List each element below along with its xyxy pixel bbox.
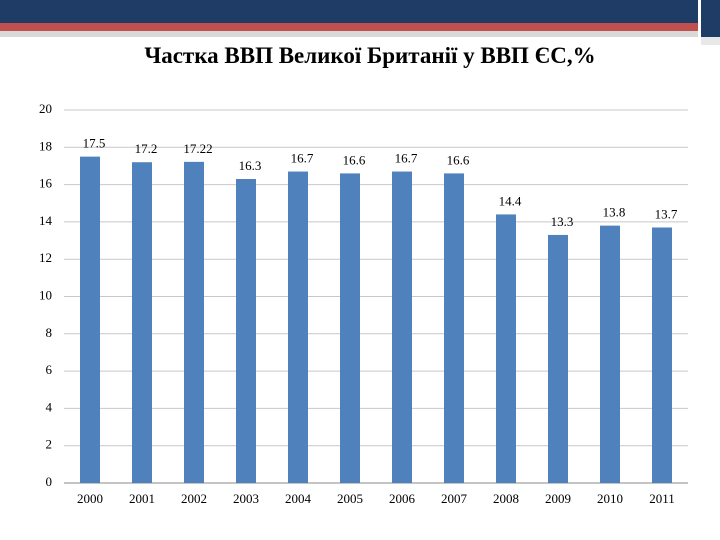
data-label: 13.8	[603, 205, 626, 220]
bar	[496, 214, 516, 483]
bar	[444, 173, 464, 483]
data-label: 13.3	[551, 214, 574, 229]
y-tick-label: 8	[46, 325, 53, 340]
bar	[392, 171, 412, 484]
x-tick-label: 2008	[493, 491, 519, 506]
chart-title: Частка ВВП Великої Британії у ВВП ЄС,%	[144, 43, 596, 68]
bar	[288, 171, 308, 484]
x-tick-label: 2011	[649, 491, 675, 506]
bar	[236, 179, 256, 483]
y-tick-label: 12	[39, 250, 52, 265]
bar	[652, 227, 672, 483]
header-stripe	[0, 23, 698, 31]
data-label: 17.2	[135, 141, 158, 156]
x-tick-label: 2006	[389, 491, 416, 506]
data-label: 14.4	[499, 193, 522, 208]
x-tick-label: 2000	[77, 491, 103, 506]
header-corner	[701, 0, 720, 37]
header-band	[0, 0, 698, 23]
y-tick-label: 0	[46, 474, 53, 489]
data-label: 13.7	[655, 206, 678, 221]
data-label: 17.22	[183, 141, 212, 156]
data-label: 16.3	[239, 158, 262, 173]
x-tick-label: 2010	[597, 491, 623, 506]
header-shade	[0, 31, 698, 37]
y-tick-label: 10	[39, 287, 52, 302]
x-tick-label: 2007	[441, 491, 468, 506]
x-tick-label: 2003	[233, 491, 259, 506]
header-corner-shade	[701, 37, 720, 45]
y-tick-label: 2	[46, 437, 53, 452]
bar	[600, 225, 620, 483]
bar	[80, 156, 100, 483]
x-tick-label: 2001	[129, 491, 155, 506]
x-tick-label: 2009	[545, 491, 571, 506]
y-tick-label: 20	[39, 101, 52, 116]
x-tick-label: 2004	[285, 491, 312, 506]
y-tick-label: 6	[46, 362, 53, 377]
data-label: 16.6	[447, 152, 470, 167]
bar	[548, 234, 568, 483]
y-tick-label: 18	[39, 138, 52, 153]
data-label: 16.6	[343, 152, 366, 167]
bar	[184, 161, 204, 484]
x-tick-label: 2005	[337, 491, 363, 506]
data-label: 16.7	[395, 151, 418, 166]
bar	[340, 173, 360, 483]
y-tick-label: 16	[39, 176, 53, 191]
y-tick-label: 4	[46, 399, 53, 414]
x-tick-label: 2002	[181, 491, 207, 506]
data-label: 16.7	[291, 151, 314, 166]
data-label: 17.5	[83, 136, 106, 151]
y-tick-label: 14	[39, 213, 53, 228]
bar	[132, 162, 152, 483]
